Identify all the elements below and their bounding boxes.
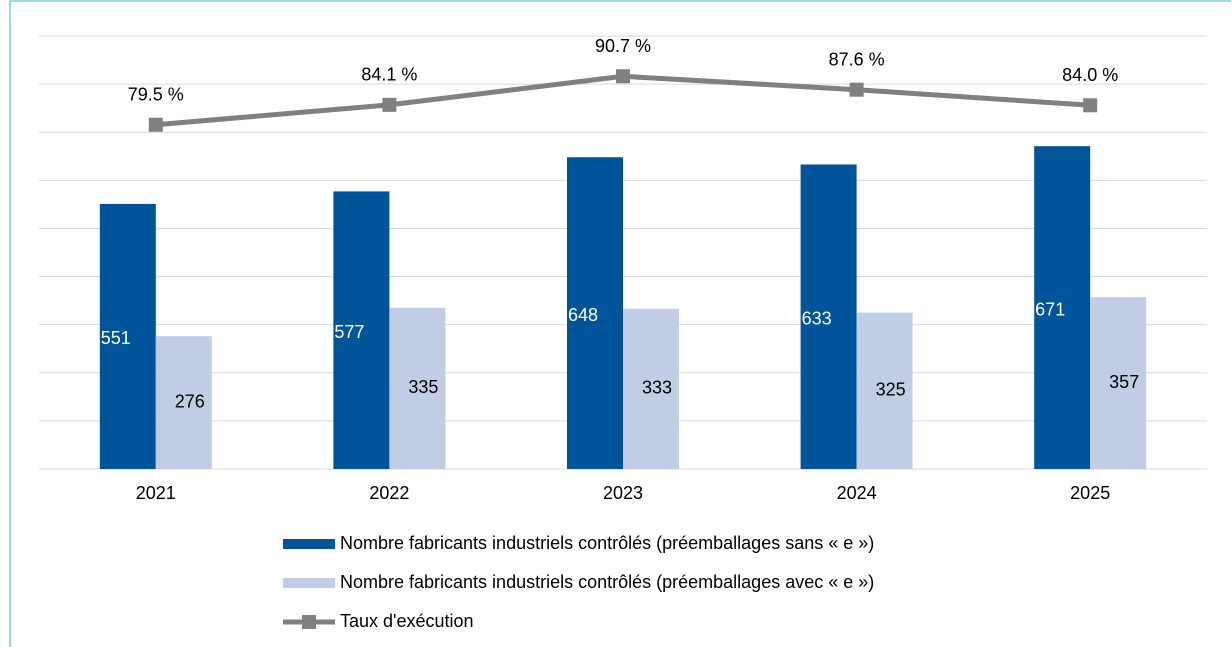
line-marker [382,97,397,112]
bar-value-label: 276 [175,391,205,411]
legend-label: Nombre fabricants industriels contrôlés … [340,572,874,592]
line-value-label: 87.6 % [829,49,885,69]
bar [333,191,390,469]
line-marker [616,69,630,84]
bar [800,164,857,469]
line-marker [849,82,864,97]
bar-value-label: 357 [1109,372,1139,392]
x-tick-label: 2024 [837,483,877,503]
legend-label: Taux d'exécution [340,611,474,631]
bar [856,312,913,469]
bar-value-label: 551 [101,328,131,348]
legend-swatch [283,578,335,588]
legend-label: Nombre fabricants industriels contrôlés … [340,533,874,553]
bar-value-label: 671 [1035,299,1065,319]
bar [1090,297,1147,469]
line [155,73,1091,128]
legend-swatch [283,539,335,549]
bar-value-label: 577 [334,322,364,342]
x-tick-label: 2025 [1070,483,1110,503]
bar [1034,146,1091,469]
bar [623,308,679,469]
frame [9,0,1231,647]
bar [155,336,212,469]
bar-value-label: 648 [568,305,598,325]
line-marker [1083,98,1098,113]
line-value-label: 79.5 % [128,85,184,105]
bar-value-label: 633 [802,308,832,328]
line-value-label: 90.7 % [595,36,651,56]
bar [389,307,446,469]
line-value-label: 84.1 % [361,65,417,85]
x-tick-label: 2021 [136,483,176,503]
legend-marker [302,615,316,629]
bar-value-label: 325 [876,380,906,400]
bar [567,157,623,470]
x-tick-label: 2023 [603,483,643,503]
bar-value-label: 333 [642,378,672,398]
bar-value-label: 335 [408,377,438,397]
line-marker [148,117,163,132]
x-tick-label: 2022 [369,483,409,503]
line-value-label: 84.0 % [1062,65,1118,85]
bar [99,203,156,469]
